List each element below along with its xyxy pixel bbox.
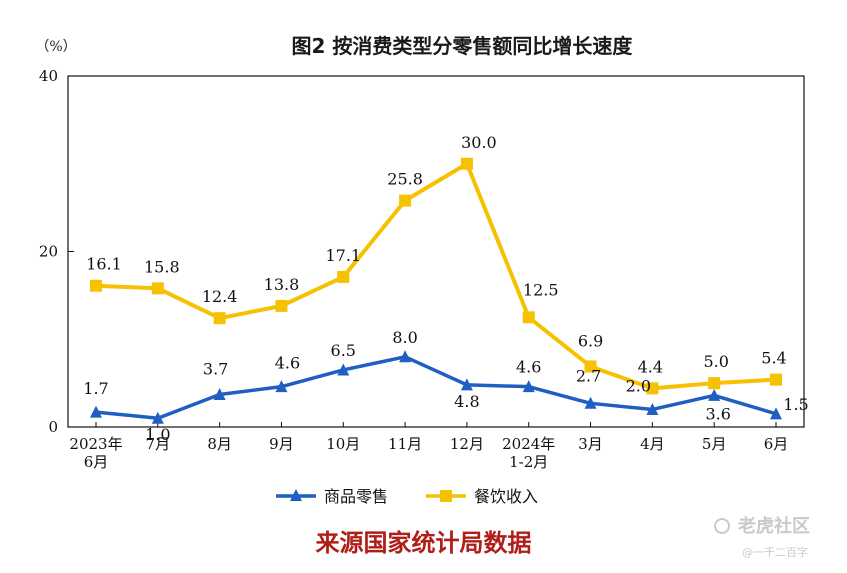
goods-retail-data-label: 3.6 bbox=[705, 404, 730, 423]
goods-retail-point bbox=[399, 350, 412, 363]
goods-retail-point bbox=[275, 380, 288, 393]
x-tick-label: 9月 bbox=[269, 435, 294, 453]
catering-data-label: 12.5 bbox=[523, 280, 559, 299]
catering-data-label: 6.9 bbox=[578, 331, 603, 350]
catering-point bbox=[770, 373, 782, 386]
goods-retail-data-label: 4.6 bbox=[275, 354, 300, 373]
goods-retail-point bbox=[90, 405, 102, 418]
catering-point bbox=[337, 270, 350, 283]
watermark-text: 老虎社区 bbox=[738, 516, 810, 537]
goods-retail-data-label: 2.0 bbox=[626, 376, 651, 395]
chart-title: 图2 按消费类型分零售额同比增长速度 bbox=[292, 34, 634, 58]
x-axis: 2023年 6月 7月 8月 9月 10月 11月 12月 2024年 1-2月 3月 4月 5月 6月 bbox=[69, 422, 788, 471]
catering-point bbox=[399, 194, 412, 207]
goods-retail-data-label: 6.5 bbox=[331, 341, 356, 360]
catering-data-label: 15.8 bbox=[144, 257, 180, 276]
goods-retail-data-label: 8.0 bbox=[392, 328, 417, 347]
goods-retail-point bbox=[708, 388, 721, 401]
goods-retail-point bbox=[584, 396, 597, 409]
catering-point bbox=[151, 282, 164, 295]
goods-retail-data-label: 2.7 bbox=[576, 366, 601, 385]
x-tick-label: 4月 bbox=[640, 435, 665, 453]
catering-data-label: 16.1 bbox=[86, 255, 122, 274]
catering-point bbox=[584, 360, 597, 373]
goods-retail-point bbox=[522, 380, 535, 393]
goods-retail-point bbox=[213, 388, 226, 401]
goods-retail-data-label: 4.6 bbox=[516, 358, 541, 377]
x-tick-label: 3月 bbox=[578, 435, 603, 453]
x-tick-label: 2023年 6月 bbox=[69, 435, 122, 471]
x-tick-label: 7月 bbox=[146, 435, 171, 453]
catering-point bbox=[646, 382, 659, 395]
data-labels: 16.1 15.8 12.4 13.8 17.1 25.8 30.0 12.5 6.9 4.4 5.… bbox=[83, 133, 808, 444]
y-axis: 0 20 40 bbox=[39, 67, 74, 436]
goods-retail-data-label: 1.5 bbox=[783, 395, 808, 414]
catering-point bbox=[90, 279, 102, 292]
y-tick-label: 20 bbox=[39, 243, 58, 261]
series-line-catering bbox=[95, 161, 777, 391]
goods-retail-point bbox=[151, 411, 164, 424]
x-tick-label: 10月 bbox=[326, 435, 360, 453]
source-note: 来源国家统计局数据 bbox=[315, 529, 532, 557]
legend-triangle-marker bbox=[290, 489, 302, 501]
watermark-logo-icon bbox=[714, 518, 730, 534]
goods-retail-data-label: 4.8 bbox=[454, 392, 479, 411]
goods-retail-point bbox=[460, 378, 473, 391]
x-tick-label: 6月 bbox=[764, 435, 789, 453]
catering-data-label: 4.4 bbox=[638, 357, 663, 376]
goods-retail-point bbox=[770, 407, 782, 420]
catering-point bbox=[213, 312, 226, 325]
x-tick-label: 8月 bbox=[207, 435, 232, 453]
goods-retail-point bbox=[646, 402, 659, 415]
goods-retail-point bbox=[337, 363, 350, 376]
series-layer bbox=[90, 157, 782, 424]
y-tick-label: 0 bbox=[48, 418, 58, 436]
legend-label: 餐饮收入 bbox=[474, 487, 538, 506]
y-unit-label: （%） bbox=[35, 39, 76, 55]
catering-data-label: 13.8 bbox=[264, 275, 300, 294]
legend-square-marker bbox=[440, 490, 452, 502]
goods-retail-data-label: 1.0 bbox=[145, 425, 170, 444]
catering-data-label: 5.4 bbox=[761, 349, 786, 368]
catering-data-label: 30.0 bbox=[461, 133, 497, 152]
y-tick-label: 40 bbox=[39, 67, 58, 85]
catering-point bbox=[522, 311, 535, 324]
x-tick-label: 11月 bbox=[388, 435, 422, 453]
series-line-goods-retail bbox=[95, 355, 777, 420]
legend: 商品零售 餐饮收入 bbox=[276, 487, 538, 506]
plot-frame bbox=[67, 75, 805, 428]
goods-retail-data-label: 3.7 bbox=[203, 360, 228, 379]
catering-data-label: 25.8 bbox=[387, 170, 423, 189]
x-tick-label: 2024年 1-2月 bbox=[502, 435, 555, 471]
catering-data-label: 17.1 bbox=[325, 246, 361, 265]
catering-point bbox=[460, 157, 473, 170]
catering-data-label: 12.4 bbox=[202, 287, 238, 306]
watermark: 老虎社区 bbox=[714, 512, 810, 538]
watermark-sub: @一千二百字 bbox=[742, 546, 808, 559]
x-tick-label: 12月 bbox=[450, 435, 484, 453]
catering-data-label: 5.0 bbox=[703, 352, 728, 371]
catering-point bbox=[708, 377, 721, 390]
legend-label: 商品零售 bbox=[324, 487, 388, 506]
catering-point bbox=[275, 299, 288, 312]
goods-retail-data-label: 1.7 bbox=[83, 379, 108, 398]
x-tick-label: 5月 bbox=[702, 435, 727, 453]
